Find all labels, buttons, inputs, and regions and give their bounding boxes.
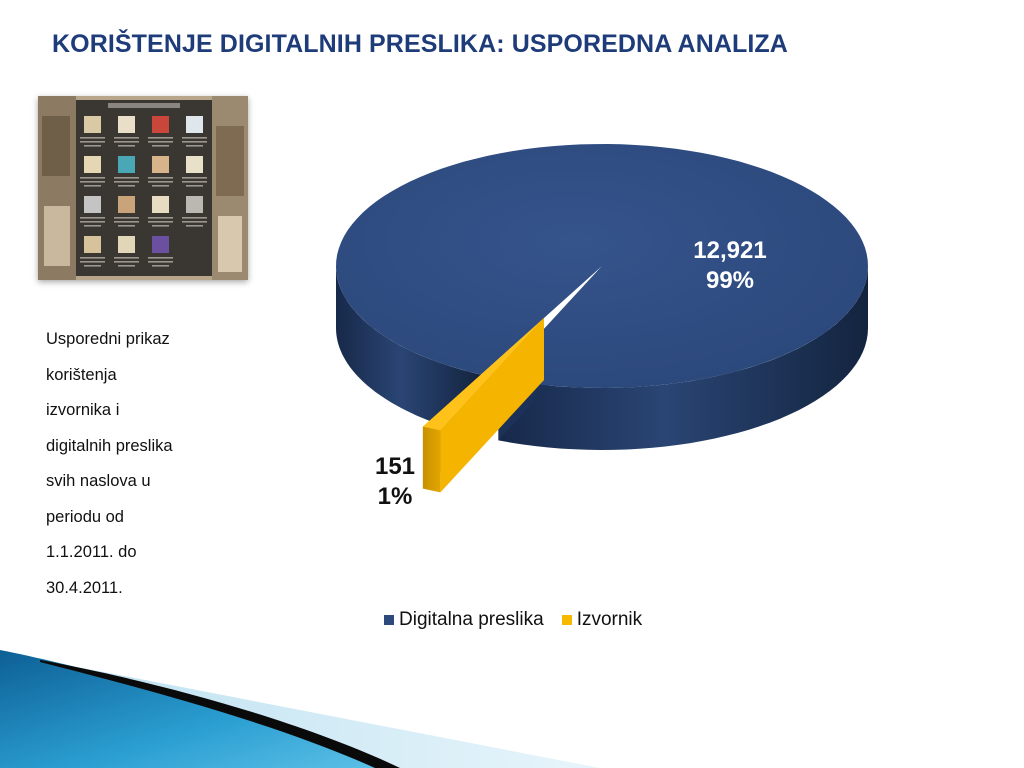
thumbnail-tile	[186, 196, 203, 213]
thumbnail-caption	[148, 257, 173, 259]
chart-legend: Digitalna preslika Izvornik	[384, 609, 642, 631]
thumbnail-caption	[148, 177, 173, 179]
thumbnail-caption	[84, 225, 101, 227]
legend-label: Digitalna preslika	[399, 609, 544, 630]
thumbnail-caption	[80, 217, 105, 219]
legend-swatch-izvornik	[561, 615, 572, 625]
thumbnail-caption	[186, 185, 203, 187]
thumbnail-caption	[80, 261, 105, 263]
thumbnail-caption	[80, 141, 105, 143]
thumbnail-caption	[152, 265, 169, 267]
description-line: svih naslova u	[46, 472, 151, 490]
thumbnail-caption	[114, 137, 139, 139]
slide-title: KORIŠTENJE DIGITALNIH PRESLIKA: USPOREDN…	[52, 30, 788, 58]
thumbnail-caption	[182, 221, 207, 223]
thumbnail-tile	[118, 116, 135, 133]
data-label-percent: 99%	[705, 267, 755, 294]
data-label-value: 12,921	[693, 237, 767, 264]
thumbnail-caption	[114, 257, 139, 259]
pie-slice-izvornik	[422, 318, 544, 431]
thumbnail-caption	[114, 181, 139, 183]
pie-slice-cut-izvornik	[440, 318, 544, 493]
thumbnail-caption	[118, 185, 135, 187]
thumbnail-caption	[114, 261, 139, 263]
thumbnail-caption	[84, 145, 101, 147]
thumbnail-caption	[182, 137, 207, 139]
chart-description: Usporedni prikaz korištenja izvornika i …	[46, 322, 216, 606]
description-line: izvornika i	[46, 401, 120, 419]
thumbnail-caption	[114, 217, 139, 219]
thumbnail-caption	[84, 265, 101, 267]
legend-item-digitalna: Digitalna preslika	[384, 609, 544, 631]
thumbnail-tile	[152, 236, 169, 253]
thumbnail-caption	[80, 137, 105, 139]
thumbnail-caption	[152, 145, 169, 147]
digital-collection-thumbnail	[38, 96, 248, 280]
description-line: periodu od	[46, 507, 124, 526]
thumbnail-caption	[182, 177, 207, 179]
description-line: digitalnih preslika	[46, 436, 173, 455]
data-label-value: 151	[374, 453, 416, 480]
thumbnail-tile	[118, 236, 135, 253]
thumbnail-tile	[84, 156, 101, 173]
thumbnail-caption	[148, 141, 173, 143]
thumbnail-caption	[114, 141, 139, 143]
thumbnail-tile	[84, 196, 101, 213]
thumbnail-tile	[84, 116, 101, 133]
thumbnail-caption	[152, 225, 169, 227]
thumbnail-tile	[152, 196, 169, 213]
thumbnail-caption	[148, 181, 173, 183]
thumbnail-caption	[182, 181, 207, 183]
thumbnail-caption	[80, 221, 105, 223]
thumbnail-caption	[80, 257, 105, 259]
description-line: 30.4.2011.	[46, 578, 123, 597]
thumbnail-caption	[182, 141, 207, 143]
data-label-percent: 1%	[377, 483, 413, 510]
thumbnail-caption	[182, 217, 207, 219]
legend-label: Izvornik	[576, 609, 643, 630]
thumbnail-tile	[84, 236, 101, 253]
thumbnail-caption	[152, 185, 169, 187]
thumbnail-caption	[118, 145, 135, 147]
thumbnail-tile	[118, 196, 135, 213]
thumbnail-caption	[118, 225, 135, 227]
pie-slice-side-izvornik	[422, 426, 441, 493]
thumbnail-caption	[148, 221, 173, 223]
thumbnail-caption	[148, 261, 173, 263]
thumbnail-caption	[118, 265, 135, 267]
legend-swatch-digitalna	[384, 615, 394, 625]
pie-chart	[336, 144, 868, 493]
data-label-digitalna: 12,921 99%	[670, 236, 790, 296]
pie-slice-digitalna	[336, 144, 868, 388]
legend-item-izvornik: Izvornik	[561, 609, 643, 631]
thumbnail-caption	[148, 217, 173, 219]
thumbnail-tile	[118, 156, 135, 173]
pie-slice-side-digitalna	[336, 266, 481, 437]
thumbnail-tile	[152, 156, 169, 173]
data-label-izvornik: 151 1%	[350, 452, 440, 512]
thumbnail-caption	[186, 145, 203, 147]
thumbnail-caption	[148, 137, 173, 139]
description-line: Usporedni prikaz	[46, 330, 170, 348]
thumbnail-tile	[186, 156, 203, 173]
thumbnail-caption	[114, 177, 139, 179]
description-line: korištenja	[46, 365, 117, 384]
thumbnail-caption	[80, 177, 105, 179]
description-line: 1.1.2011. do	[46, 543, 137, 561]
thumbnail-caption	[186, 225, 203, 227]
thumbnail-caption	[114, 221, 139, 223]
thumbnail-caption	[80, 181, 105, 183]
thumbnail-tile	[152, 116, 169, 133]
thumbnail-tile	[186, 116, 203, 133]
pie-slice-side-digitalna	[498, 266, 868, 450]
thumbnail-caption	[84, 185, 101, 187]
